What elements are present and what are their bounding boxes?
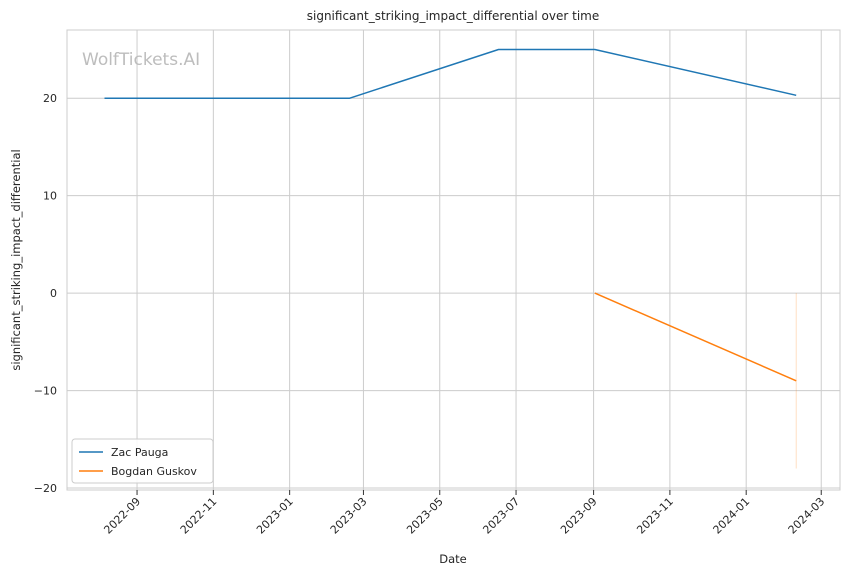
x-tick-label: 2023-09 [558,495,600,537]
x-tick-label: 2024-03 [786,495,828,537]
watermark: WolfTickets.AI [82,50,200,70]
y-tick-label: −10 [34,385,57,398]
x-tick-label: 2023-03 [328,495,370,537]
x-tick-label: 2022-09 [101,495,143,537]
x-tick-label: 2023-07 [480,495,522,537]
x-tick-label: 2024-01 [711,495,753,537]
x-tick-label: 2023-11 [634,495,676,537]
legend-box [71,438,214,484]
legend-label-bogdan-guskov: Bogdan Guskov [111,465,197,478]
legend: Zac Pauga Bogdan Guskov [71,438,214,484]
y-tick-label: 20 [43,92,57,105]
plot-frame [66,29,841,491]
x-tick-label: 2022-11 [178,495,220,537]
x-axis-ticks: 2022-09 2022-11 2023-01 2023-03 2023-05 2023-… [101,490,827,537]
series-layer [104,48,797,469]
series-line-bogdan-guskov [594,292,797,382]
y-tick-label: −20 [34,482,57,495]
x-tick-label: 2023-05 [404,495,446,537]
y-axis-ticks: 20 10 0 −10 −20 [34,92,57,495]
x-tick-label: 2023-01 [254,495,296,537]
grid [67,30,840,490]
x-axis-label: Date [439,552,467,566]
chart-title: significant_striking_impact_differential… [307,9,599,23]
series-line-zac-pauga [104,48,797,99]
legend-label-zac-pauga: Zac Pauga [111,446,168,459]
y-tick-label: 0 [50,287,57,300]
y-tick-label: 10 [43,190,57,203]
y-axis-label: significant_striking_impact_differential [9,149,23,370]
